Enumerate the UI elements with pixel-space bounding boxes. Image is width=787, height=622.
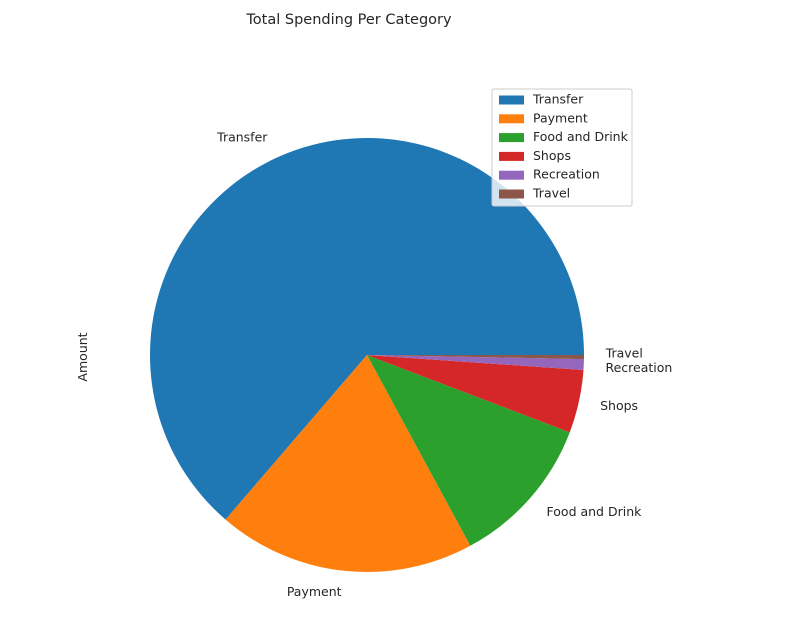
pie-slice-food-and-drink bbox=[367, 355, 570, 546]
legend: Transfer Payment Food and Drink Shops Recrea… bbox=[491, 88, 633, 207]
slice-label-food-and-drink: Food and Drink bbox=[547, 504, 643, 519]
legend-label-shops: Shops bbox=[533, 148, 571, 163]
legend-swatch-transfer bbox=[499, 95, 524, 105]
slice-label-transfer: Transfer bbox=[216, 130, 268, 145]
y-axis-label: Amount bbox=[75, 332, 90, 381]
pie-slice-shops bbox=[367, 355, 584, 433]
slice-label-travel: Travel bbox=[605, 346, 643, 361]
legend-swatch-food-and-drink bbox=[499, 133, 524, 143]
legend-label-recreation: Recreation bbox=[533, 167, 600, 182]
legend-label-payment: Payment bbox=[533, 110, 588, 125]
slice-label-recreation: Recreation bbox=[605, 360, 672, 375]
pie-slice-travel bbox=[367, 355, 584, 360]
legend-swatch-shops bbox=[499, 151, 524, 161]
pie-slice-transfer bbox=[149, 137, 584, 520]
slice-labels: Transfer Payment Food and Drink Shops Recrea… bbox=[216, 130, 672, 599]
pie-slice-recreation bbox=[367, 355, 584, 370]
slice-label-shops: Shops bbox=[600, 398, 638, 413]
chart-title: Total Spending Per Category bbox=[245, 12, 452, 28]
pie-slice-payment bbox=[225, 355, 471, 572]
slice-label-payment: Payment bbox=[287, 584, 342, 599]
legend-label-travel: Travel bbox=[532, 186, 570, 201]
legend-swatch-recreation bbox=[499, 170, 524, 180]
legend-frame bbox=[491, 88, 633, 207]
legend-label-food-and-drink: Food and Drink bbox=[533, 129, 629, 144]
pie-slices bbox=[149, 137, 584, 572]
legend-label-transfer: Transfer bbox=[532, 92, 584, 107]
legend-swatch-travel bbox=[499, 189, 524, 199]
legend-swatch-payment bbox=[499, 114, 524, 124]
